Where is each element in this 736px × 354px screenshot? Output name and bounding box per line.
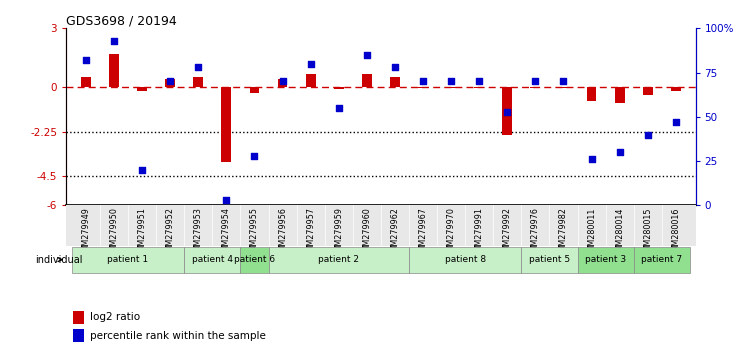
Text: GSM279991: GSM279991 bbox=[475, 207, 484, 256]
Point bbox=[333, 105, 344, 111]
Point bbox=[501, 109, 513, 114]
Bar bbox=[671, 87, 681, 91]
Bar bbox=[474, 87, 484, 88]
Text: GSM280014: GSM280014 bbox=[615, 207, 624, 256]
Text: GSM279951: GSM279951 bbox=[138, 207, 146, 256]
Bar bbox=[269, 247, 409, 273]
Bar bbox=[390, 78, 400, 87]
Bar bbox=[503, 87, 512, 135]
Point bbox=[586, 156, 598, 162]
Bar bbox=[222, 87, 231, 162]
Text: patient 7: patient 7 bbox=[641, 255, 682, 264]
Bar bbox=[334, 87, 344, 89]
Text: GSM279982: GSM279982 bbox=[559, 207, 568, 256]
Bar bbox=[362, 74, 372, 87]
Text: patient 1: patient 1 bbox=[107, 255, 149, 264]
Text: GSM279976: GSM279976 bbox=[531, 207, 540, 256]
Bar bbox=[73, 329, 84, 342]
Bar bbox=[109, 54, 119, 87]
Point bbox=[192, 64, 204, 70]
Bar bbox=[559, 87, 568, 88]
Bar bbox=[305, 74, 316, 87]
Text: GSM279956: GSM279956 bbox=[278, 207, 287, 256]
Bar bbox=[73, 311, 84, 324]
Point bbox=[473, 79, 485, 84]
Bar bbox=[615, 87, 625, 103]
Bar bbox=[241, 247, 269, 273]
Bar bbox=[409, 247, 521, 273]
Text: patient 2: patient 2 bbox=[318, 255, 359, 264]
Bar bbox=[194, 78, 203, 87]
Text: GSM279953: GSM279953 bbox=[194, 207, 203, 256]
Text: GSM279959: GSM279959 bbox=[334, 207, 343, 256]
Text: patient 8: patient 8 bbox=[445, 255, 486, 264]
Text: patient 6: patient 6 bbox=[234, 255, 275, 264]
Point bbox=[361, 52, 372, 58]
Bar bbox=[166, 79, 175, 87]
Point bbox=[164, 79, 176, 84]
Text: patient 3: patient 3 bbox=[585, 255, 626, 264]
Text: GSM280015: GSM280015 bbox=[643, 207, 652, 256]
Point bbox=[80, 57, 92, 63]
Point bbox=[614, 149, 626, 155]
Bar bbox=[531, 87, 540, 88]
Text: patient 5: patient 5 bbox=[529, 255, 570, 264]
Point bbox=[389, 64, 401, 70]
Point bbox=[136, 167, 148, 173]
Point bbox=[221, 197, 233, 203]
Bar bbox=[277, 79, 288, 87]
Text: GDS3698 / 20194: GDS3698 / 20194 bbox=[66, 14, 177, 27]
Point bbox=[249, 153, 261, 159]
Bar bbox=[578, 247, 634, 273]
Point bbox=[305, 61, 316, 67]
Text: GSM279954: GSM279954 bbox=[222, 207, 231, 256]
Bar bbox=[587, 87, 596, 101]
Point bbox=[108, 38, 120, 44]
Point bbox=[558, 79, 570, 84]
Text: log2 ratio: log2 ratio bbox=[90, 312, 141, 322]
Bar bbox=[250, 87, 259, 93]
Bar bbox=[137, 87, 147, 91]
Point bbox=[445, 79, 457, 84]
Point bbox=[417, 79, 429, 84]
Point bbox=[277, 79, 289, 84]
Text: GSM280016: GSM280016 bbox=[671, 207, 680, 256]
Text: GSM279949: GSM279949 bbox=[82, 207, 91, 256]
Bar bbox=[184, 247, 241, 273]
Text: GSM280011: GSM280011 bbox=[587, 207, 596, 256]
Bar bbox=[81, 78, 91, 87]
Point bbox=[642, 132, 654, 137]
Text: GSM279950: GSM279950 bbox=[110, 207, 118, 256]
Point bbox=[670, 119, 682, 125]
Text: GSM279957: GSM279957 bbox=[306, 207, 315, 256]
Text: GSM279955: GSM279955 bbox=[250, 207, 259, 256]
Bar bbox=[72, 247, 184, 273]
Text: GSM279952: GSM279952 bbox=[166, 207, 174, 256]
Text: GSM279970: GSM279970 bbox=[447, 207, 456, 256]
Text: patient 4: patient 4 bbox=[192, 255, 233, 264]
Bar bbox=[446, 87, 456, 88]
Point bbox=[529, 79, 541, 84]
Bar bbox=[418, 87, 428, 88]
Text: GSM279962: GSM279962 bbox=[390, 207, 400, 256]
Text: percentile rank within the sample: percentile rank within the sample bbox=[90, 331, 266, 341]
Bar bbox=[521, 247, 578, 273]
Text: GSM279967: GSM279967 bbox=[419, 207, 428, 256]
Text: individual: individual bbox=[35, 255, 83, 265]
Bar bbox=[643, 87, 653, 95]
Text: GSM279960: GSM279960 bbox=[362, 207, 372, 256]
Bar bbox=[634, 247, 690, 273]
Text: GSM279992: GSM279992 bbox=[503, 207, 512, 256]
